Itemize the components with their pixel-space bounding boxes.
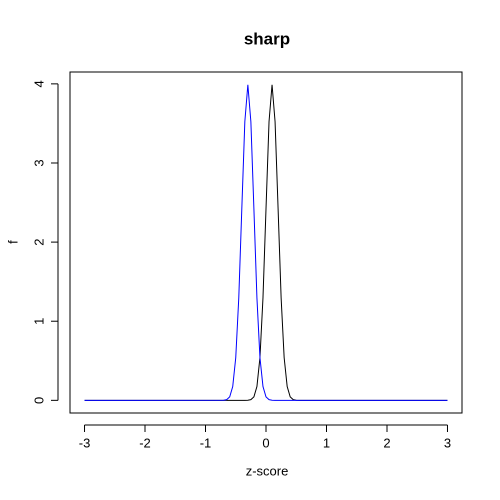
series-line (84, 84, 448, 401)
x-tick-label: -2 (139, 435, 151, 450)
x-tick-label: -1 (200, 435, 212, 450)
y-tick-label: 0 (31, 397, 46, 404)
series-line (84, 84, 448, 401)
y-tick-label: 3 (31, 159, 46, 166)
x-tick-label: 2 (383, 435, 390, 450)
plot-box (69, 71, 463, 414)
x-tick-label: 3 (444, 435, 451, 450)
y-tick-label: 2 (31, 238, 46, 245)
y-tick-label: 1 (31, 318, 46, 325)
chart-title: sharp (244, 29, 290, 48)
x-tick-label: -3 (79, 435, 91, 450)
y-axis-label: f (5, 240, 20, 244)
x-tick-label: 0 (262, 435, 269, 450)
y-tick-label: 4 (31, 80, 46, 87)
x-tick-label: 1 (323, 435, 330, 450)
x-axis-label: z-score (246, 463, 289, 478)
